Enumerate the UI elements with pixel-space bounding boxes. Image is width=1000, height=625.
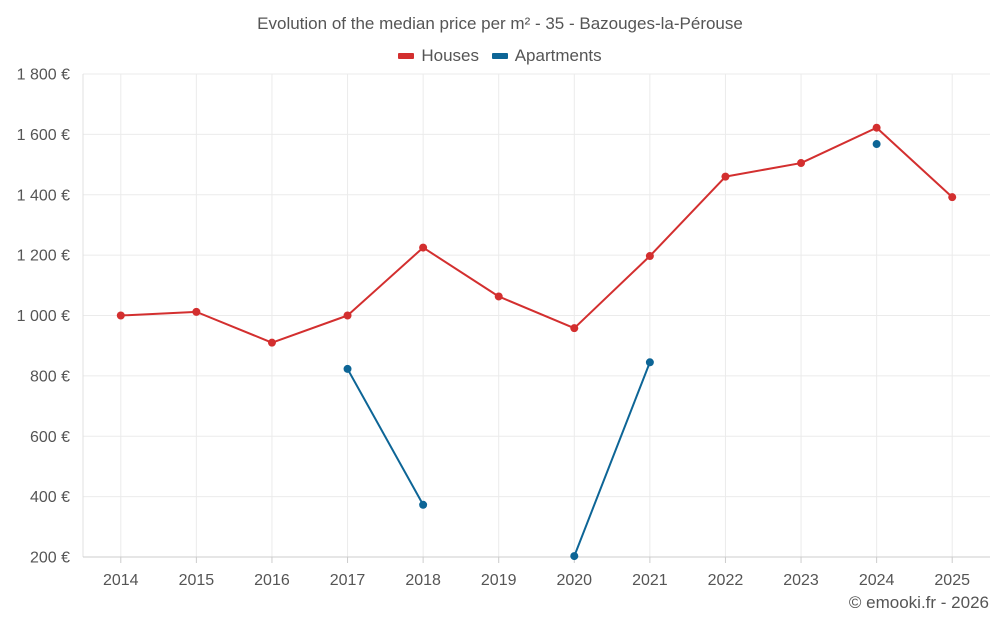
apartments-line-segment (346, 367, 425, 506)
x-tick-label: 2023 (783, 572, 819, 589)
houses-point-2019[interactable] (494, 292, 503, 301)
y-tick-label: 1 000 € (17, 308, 70, 325)
y-axis: 200 € 400 € 600 € 800 € 1 000 € 1 200 € 1 400 … (17, 67, 70, 567)
y-tick-label: 1 600 € (17, 127, 70, 144)
houses-point-2017[interactable] (343, 311, 352, 320)
apartments-point-2021[interactable] (645, 358, 654, 367)
apartments-line-segment (573, 361, 651, 558)
credit: © emooki.fr - 2026 (848, 593, 989, 612)
houses-point-2018[interactable] (419, 243, 428, 252)
houses-line-segment (800, 126, 878, 165)
houses-line-segment (119, 310, 198, 317)
x-tick-label: 2019 (481, 572, 517, 589)
houses-line-segment (422, 246, 500, 298)
x-tick-label: 2016 (254, 572, 290, 589)
legend-item-apartments[interactable]: Apartments (491, 46, 602, 66)
series-layer (116, 123, 957, 561)
legend-swatch-houses (398, 53, 415, 59)
houses-point-2016[interactable] (267, 338, 276, 347)
y-tick-label: 1 400 € (17, 187, 70, 204)
houses-point-2022[interactable] (721, 172, 730, 181)
x-tick-label: 2018 (405, 572, 441, 589)
houses-line-segment (346, 246, 425, 317)
houses-point-2024[interactable] (872, 123, 881, 132)
houses-line-segment (270, 314, 349, 344)
y-tick-label: 1 200 € (17, 248, 70, 265)
y-tick-label: 200 € (30, 550, 70, 567)
houses-line-segment (724, 162, 803, 178)
apartments-point-2017[interactable] (343, 364, 352, 373)
legend-swatch-apartments (491, 53, 508, 59)
chart-title: Evolution of the median price per m² - 3… (257, 14, 743, 33)
houses-point-2015[interactable] (192, 307, 201, 316)
series-apartments (343, 140, 881, 561)
y-tick-label: 800 € (30, 368, 70, 385)
x-tick-label: 2024 (859, 572, 895, 589)
x-tick-label: 2022 (708, 572, 744, 589)
x-tick-label: 2020 (556, 572, 592, 589)
apartments-point-2020[interactable] (570, 552, 579, 561)
houses-line-segment (195, 310, 273, 344)
legend-item-houses[interactable]: Houses (398, 46, 479, 66)
y-tick-label: 600 € (30, 429, 70, 446)
houses-point-2021[interactable] (645, 252, 654, 261)
houses-line-segment (875, 126, 954, 199)
x-axis: 2014 2015 2016 2017 2018 2019 2020 2021 2022 2023… (82, 74, 990, 589)
y-tick-label: 400 € (30, 489, 70, 506)
x-tick-label: 2014 (103, 572, 139, 589)
houses-point-2023[interactable] (797, 159, 806, 168)
houses-line-segment (648, 175, 727, 258)
apartments-point-2024[interactable] (872, 140, 881, 149)
legend-label-houses: Houses (421, 46, 479, 65)
houses-line-segment (497, 295, 576, 330)
houses-point-2025[interactable] (948, 193, 957, 202)
x-tick-label: 2025 (934, 572, 970, 589)
x-tick-label: 2021 (632, 572, 668, 589)
grid (83, 73, 990, 558)
series-houses (116, 123, 957, 347)
x-tick-label: 2017 (330, 572, 366, 589)
chart-legend: Houses Apartments (0, 44, 1000, 66)
x-tick-label: 2015 (179, 572, 215, 589)
houses-line-segment (573, 255, 651, 330)
y-tick-label: 1 800 € (17, 67, 70, 84)
legend-label-apartments: Apartments (514, 46, 602, 65)
apartments-point-2018[interactable] (419, 500, 428, 509)
houses-point-2020[interactable] (570, 324, 579, 333)
houses-point-2014[interactable] (116, 311, 125, 320)
